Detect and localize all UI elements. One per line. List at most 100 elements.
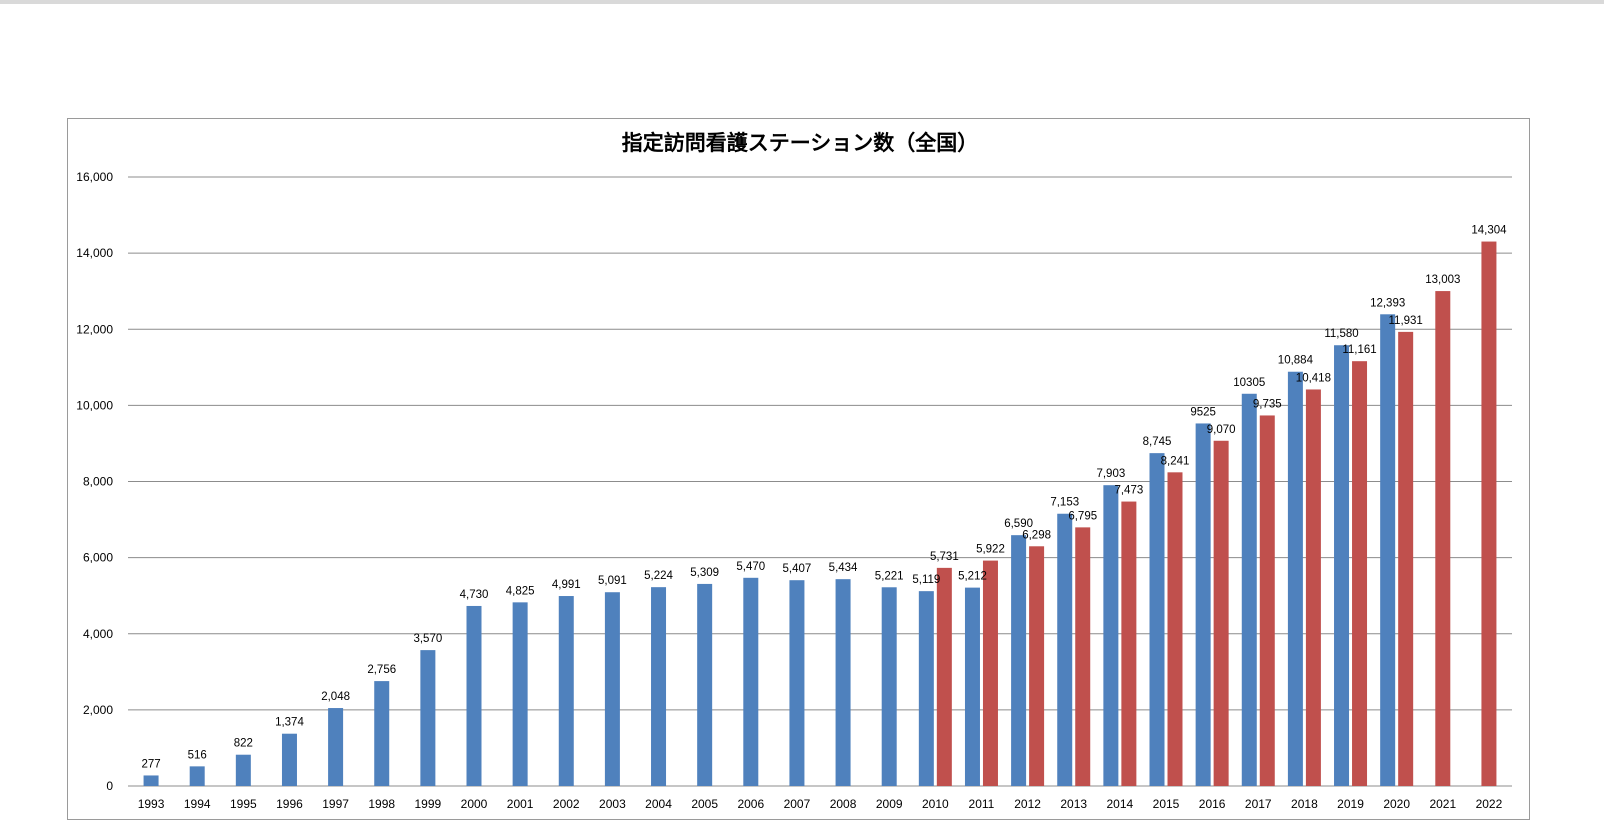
x-tick-label: 2007 bbox=[784, 797, 811, 811]
bar-series-1 bbox=[835, 579, 851, 786]
x-tick-label: 2003 bbox=[599, 797, 626, 811]
data-label: 4,991 bbox=[552, 579, 581, 591]
y-tick-label: 10,000 bbox=[76, 398, 113, 412]
bar-series-1 bbox=[964, 587, 980, 786]
bar-series-1 bbox=[1287, 371, 1303, 786]
y-tick-label: 0 bbox=[106, 779, 113, 793]
data-label: 5,731 bbox=[930, 551, 959, 563]
bar-series-1 bbox=[1103, 485, 1119, 786]
bar-series-2 bbox=[1352, 361, 1368, 786]
bars-layer bbox=[143, 241, 1497, 786]
data-label: 516 bbox=[188, 749, 207, 761]
data-label: 2,048 bbox=[321, 691, 350, 703]
y-tick-label: 4,000 bbox=[83, 627, 113, 641]
x-tick-label: 2002 bbox=[553, 797, 580, 811]
bar-series-1 bbox=[651, 587, 667, 786]
x-tick-label: 2014 bbox=[1107, 797, 1134, 811]
bar-series-1 bbox=[189, 766, 205, 786]
x-tick-label: 2004 bbox=[645, 797, 672, 811]
x-tick-label: 2020 bbox=[1383, 797, 1410, 811]
x-tick-label: 2013 bbox=[1060, 797, 1087, 811]
bar-series-1 bbox=[1195, 423, 1211, 786]
x-tick-label: 2011 bbox=[969, 797, 995, 811]
bar-series-1 bbox=[281, 733, 297, 786]
top-border bbox=[0, 0, 1604, 4]
x-tick-label: 2021 bbox=[1429, 797, 1456, 811]
x-tick-label: 2000 bbox=[461, 797, 488, 811]
data-label: 9525 bbox=[1190, 406, 1216, 418]
data-label: 10305 bbox=[1233, 377, 1265, 389]
x-tick-label: 2018 bbox=[1291, 797, 1318, 811]
x-tick-label: 2005 bbox=[691, 797, 718, 811]
bar-series-1 bbox=[1241, 393, 1257, 786]
bar-series-1 bbox=[1011, 535, 1027, 786]
data-label: 8,241 bbox=[1161, 455, 1190, 467]
data-label: 5,224 bbox=[644, 570, 673, 582]
data-label: 5,309 bbox=[690, 567, 719, 579]
data-label: 7,473 bbox=[1114, 485, 1143, 497]
x-tick-label: 2015 bbox=[1153, 797, 1180, 811]
data-label: 5,922 bbox=[976, 544, 1005, 556]
x-tick-label: 2012 bbox=[1014, 797, 1041, 811]
x-tick-label: 1995 bbox=[230, 797, 257, 811]
bar-series-1 bbox=[604, 592, 620, 786]
data-label: 7,903 bbox=[1096, 468, 1125, 480]
bar-series-1 bbox=[328, 708, 344, 786]
y-tick-label: 8,000 bbox=[83, 475, 113, 489]
bar-series-2 bbox=[1121, 501, 1137, 786]
y-tick-label: 16,000 bbox=[76, 170, 113, 184]
bar-series-1 bbox=[743, 577, 759, 786]
data-label: 7,153 bbox=[1050, 497, 1079, 509]
data-label: 3,570 bbox=[413, 633, 442, 645]
x-tick-label: 2022 bbox=[1476, 797, 1503, 811]
data-label: 5,091 bbox=[598, 575, 627, 587]
x-tick-label: 2016 bbox=[1199, 797, 1226, 811]
x-tick-label: 2001 bbox=[507, 797, 534, 811]
data-label: 8,745 bbox=[1143, 436, 1172, 448]
bar-series-2 bbox=[1075, 527, 1091, 786]
y-axis: 0 2,000 4,000 6,000 8,000 10,000 12,000 14,000 1… bbox=[76, 170, 113, 793]
y-tick-label: 12,000 bbox=[76, 322, 113, 336]
bar-series-1 bbox=[420, 650, 436, 786]
bar-series-2 bbox=[936, 567, 952, 786]
bar-series-1 bbox=[512, 602, 528, 786]
data-label: 4,730 bbox=[460, 589, 489, 601]
bar-series-2 bbox=[1481, 241, 1497, 786]
bar-series-1 bbox=[1149, 453, 1165, 786]
x-tick-label: 1996 bbox=[276, 797, 303, 811]
data-label: 11,931 bbox=[1389, 315, 1423, 327]
bar-series-1 bbox=[558, 596, 574, 786]
data-label: 5,434 bbox=[829, 562, 858, 574]
data-labels-layer: 277 516 822 1,374 2,048 2,756 3,570 4,730 4,825 4… bbox=[141, 225, 1507, 771]
bar-series-2 bbox=[1029, 546, 1045, 786]
data-label: 1,374 bbox=[275, 717, 304, 729]
bar-series-1 bbox=[789, 580, 805, 786]
bar-series-1 bbox=[697, 583, 713, 786]
bar-series-1 bbox=[918, 591, 934, 786]
y-tick-label: 14,000 bbox=[76, 246, 113, 260]
data-label: 5,212 bbox=[958, 571, 987, 583]
data-label: 12,393 bbox=[1370, 297, 1405, 309]
data-label: 6,298 bbox=[1022, 529, 1051, 541]
data-label: 277 bbox=[141, 758, 160, 770]
data-label: 9,070 bbox=[1207, 424, 1236, 436]
bar-series-1 bbox=[1380, 314, 1396, 786]
bar-series-2 bbox=[982, 560, 998, 786]
bar-series-1 bbox=[881, 587, 897, 786]
bar-series-2 bbox=[1167, 472, 1183, 786]
x-tick-label: 1998 bbox=[368, 797, 395, 811]
bar-series-1 bbox=[466, 605, 482, 786]
data-label: 5,119 bbox=[912, 574, 940, 586]
x-tick-label: 2010 bbox=[922, 797, 949, 811]
data-label: 9,735 bbox=[1253, 398, 1282, 410]
x-axis: 1993 1994 1995 1996 1997 1998 1999 2000 2001 2002… bbox=[138, 797, 1503, 811]
data-label: 13,003 bbox=[1425, 274, 1460, 286]
bar-series-1 bbox=[235, 754, 251, 786]
data-label: 14,304 bbox=[1471, 225, 1507, 237]
data-label: 6,795 bbox=[1068, 510, 1097, 522]
chart-title: 指定訪問看護ステーション数（全国） bbox=[622, 131, 979, 155]
bar-series-2 bbox=[1398, 331, 1414, 786]
bar-series-2 bbox=[1305, 389, 1321, 786]
data-label: 5,407 bbox=[783, 563, 812, 575]
data-label: 11,580 bbox=[1324, 328, 1358, 340]
